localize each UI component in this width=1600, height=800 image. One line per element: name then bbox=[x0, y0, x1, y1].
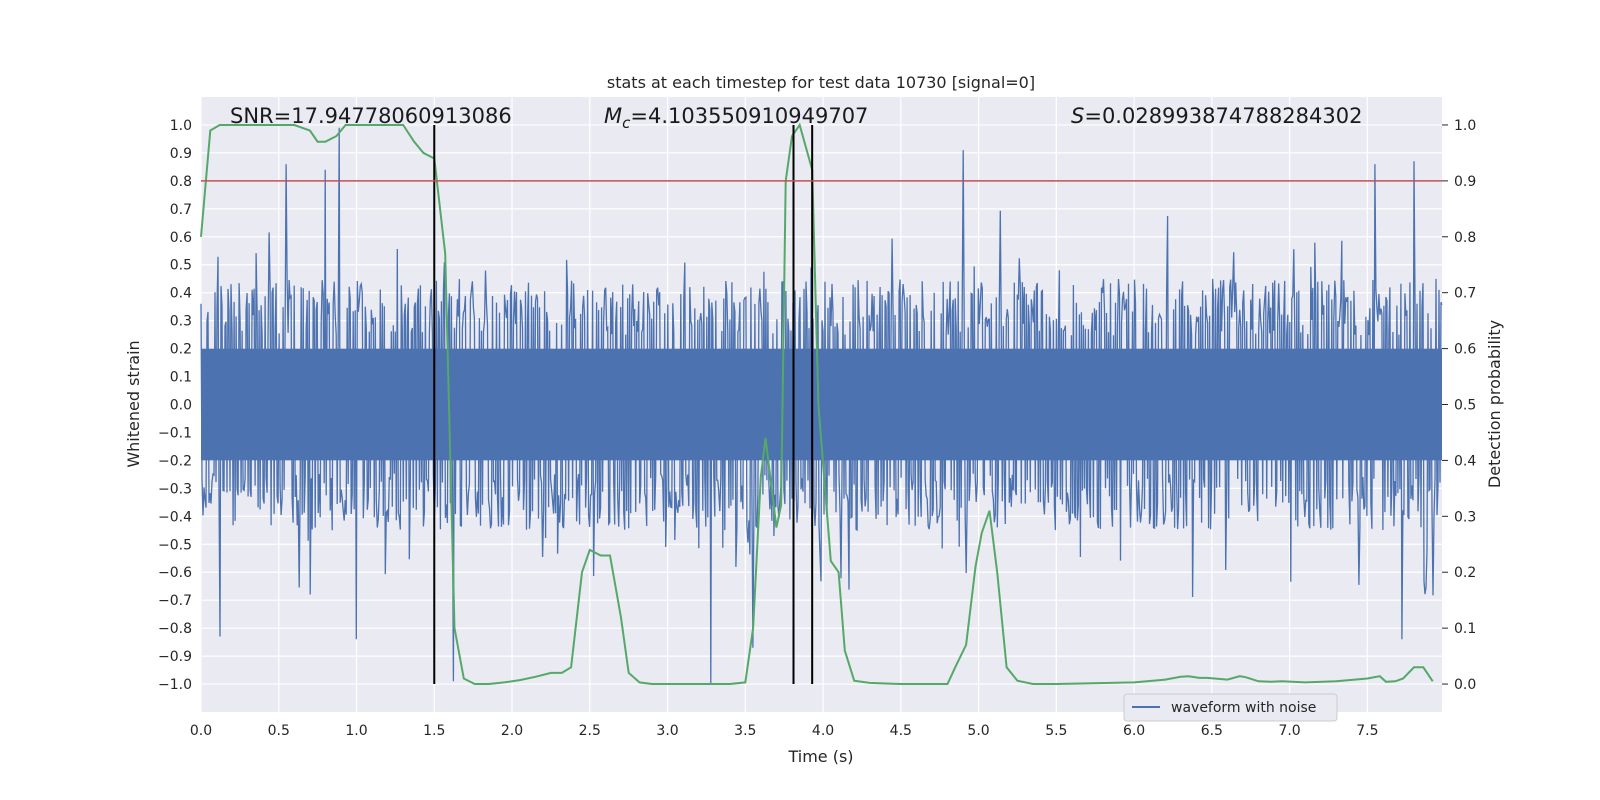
chart-title: stats at each timestep for test data 107… bbox=[607, 73, 1035, 92]
probability-line bbox=[200, 122, 1434, 685]
y-tick-label: −0.2 bbox=[158, 453, 192, 469]
y-tick-label: 0.3 bbox=[170, 314, 192, 330]
y-tick-label: −0.8 bbox=[158, 621, 192, 637]
y2-tick-label: 0.2 bbox=[1454, 565, 1476, 581]
y-tick-label: 0.6 bbox=[170, 230, 192, 246]
y2-tick-label: 0.5 bbox=[1454, 398, 1476, 414]
y-tick-label: 0.5 bbox=[170, 258, 192, 274]
x-tick-label: 4.5 bbox=[890, 723, 912, 739]
y-tick-label: 0.7 bbox=[170, 202, 192, 218]
y-tick-label: 0.9 bbox=[170, 146, 192, 162]
y-tick-label: −0.1 bbox=[158, 425, 192, 441]
y-tick-label: −0.6 bbox=[158, 565, 192, 581]
legend-label-waveform: waveform with noise bbox=[1171, 700, 1316, 716]
s-statistic-annotation: S=0.028993874788284302 bbox=[1071, 104, 1362, 128]
y-tick-label: 0.4 bbox=[170, 286, 192, 302]
x-tick-label: 2.5 bbox=[579, 723, 601, 739]
y-tick-label: −1.0 bbox=[158, 677, 192, 693]
y-tick-label: −0.5 bbox=[158, 537, 192, 553]
chirp-mass-annotation: Mc=4.103550910949707 bbox=[604, 104, 868, 132]
y2-tick-label: 0.0 bbox=[1454, 677, 1476, 693]
y2-tick-label: 0.1 bbox=[1454, 621, 1476, 637]
x-tick-label: 5.5 bbox=[1045, 723, 1067, 739]
x-tick-label: 6.0 bbox=[1123, 723, 1145, 739]
y-tick-label: −0.4 bbox=[158, 509, 192, 525]
y2-tick-label: 1.0 bbox=[1454, 118, 1476, 134]
x-tick-label: 0.0 bbox=[190, 723, 212, 739]
y-tick-label: 0.1 bbox=[170, 370, 192, 386]
snr-annotation: SNR=17.94778060913086 bbox=[230, 104, 512, 128]
y-tick-label: −0.7 bbox=[158, 593, 192, 609]
y2-tick-label: 0.4 bbox=[1454, 453, 1476, 469]
probability-series bbox=[200, 122, 1434, 685]
y2-tick-label: 0.7 bbox=[1454, 286, 1476, 302]
x-tick-label: 5.0 bbox=[967, 723, 989, 739]
y-axis-label: Whitened strain bbox=[124, 340, 143, 467]
x-tick-label: 6.5 bbox=[1201, 723, 1223, 739]
y2-tick-label: 0.8 bbox=[1454, 230, 1476, 246]
y2-axis-label: Detection probability bbox=[1485, 320, 1504, 488]
vertical-markers bbox=[433, 124, 814, 685]
x-tick-label: 4.0 bbox=[812, 723, 834, 739]
x-tick-label: 3.5 bbox=[734, 723, 756, 739]
y2-tick-label: 0.6 bbox=[1454, 342, 1476, 358]
x-tick-label: 0.5 bbox=[268, 723, 290, 739]
legend-box bbox=[1123, 693, 1338, 722]
x-tick-label: 2.0 bbox=[501, 723, 523, 739]
y-tick-label: 0.0 bbox=[170, 398, 192, 414]
x-tick-label: 3.0 bbox=[656, 723, 678, 739]
y-tick-label: −0.3 bbox=[158, 481, 192, 497]
y2-tick-label: 0.9 bbox=[1454, 174, 1476, 190]
y2-tick-label: 0.3 bbox=[1454, 509, 1476, 525]
x-tick-label: 7.0 bbox=[1278, 723, 1300, 739]
y-tick-label: 0.8 bbox=[170, 174, 192, 190]
tick-labels: 0.0 0.5 1.0 1.5 2.0 2.5 3.0 3.5 4.0 4.5 5.0 5.5 6.0 6… bbox=[158, 118, 1476, 739]
x-tick-label: 1.0 bbox=[345, 723, 367, 739]
legend: waveform with noise bbox=[1123, 693, 1338, 722]
x-axis-label: Time (s) bbox=[787, 747, 853, 766]
y-tick-label: −0.9 bbox=[158, 649, 192, 665]
y-tick-label: 1.0 bbox=[170, 118, 192, 134]
y-tick-label: 0.2 bbox=[170, 342, 192, 358]
x-tick-label: 7.5 bbox=[1356, 723, 1378, 739]
x-tick-label: 1.5 bbox=[423, 723, 445, 739]
